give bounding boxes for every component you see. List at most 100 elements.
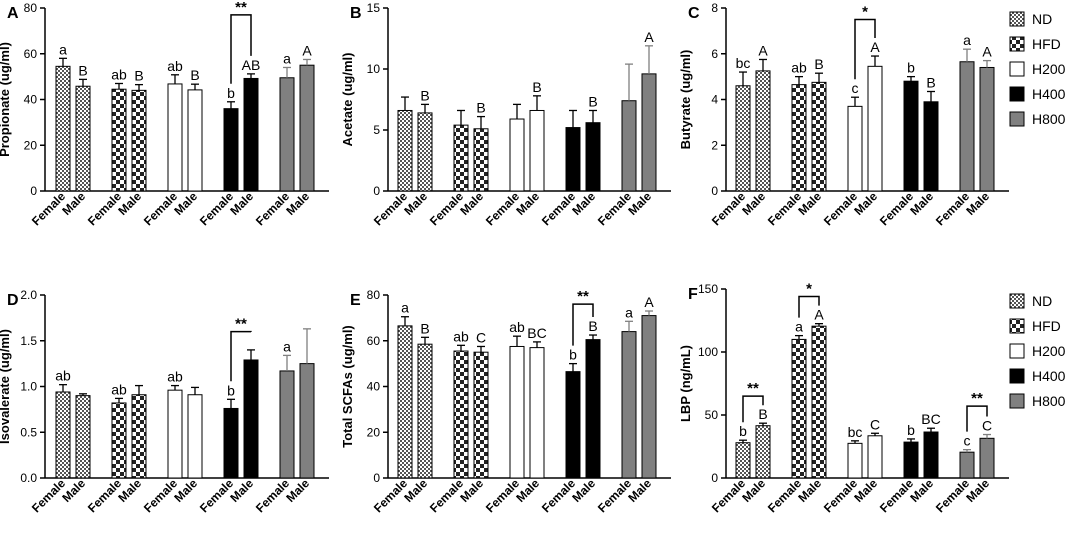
significance-label: bc bbox=[736, 55, 751, 71]
bar-hfd-female bbox=[791, 338, 807, 479]
y-tick-label: 1.5 bbox=[20, 334, 37, 348]
bar-h200-female bbox=[509, 118, 525, 192]
panel-letter: B bbox=[350, 5, 362, 22]
significance-label: B bbox=[588, 93, 597, 109]
y-tick-label: 10 bbox=[367, 62, 381, 76]
x-tick-label: Male bbox=[171, 189, 200, 218]
bar-nd-female bbox=[735, 442, 751, 479]
bar-h200-male bbox=[529, 347, 545, 479]
significance-label: B bbox=[420, 320, 429, 336]
panel-letter: F bbox=[688, 286, 698, 303]
significance-label: B bbox=[532, 79, 541, 95]
bar-h800-female bbox=[959, 451, 975, 479]
significance-stars: ** bbox=[747, 380, 759, 397]
y-axis-label: Acetate (ug/ml) bbox=[340, 53, 355, 147]
significance-label: B bbox=[926, 74, 935, 90]
legend-label: H800 bbox=[1032, 111, 1066, 127]
significance-stars: ** bbox=[577, 288, 589, 305]
bar-h200-male bbox=[529, 109, 545, 192]
legend-swatch-nd bbox=[1009, 11, 1025, 27]
x-tick-label: Male bbox=[401, 476, 430, 505]
significance-label: ab bbox=[111, 66, 127, 82]
bar-h800-male bbox=[641, 73, 657, 192]
y-tick-label: 0 bbox=[711, 471, 718, 485]
x-tick-label: Male bbox=[907, 476, 936, 505]
significance-bracket bbox=[798, 295, 820, 318]
y-tick-label: 20 bbox=[24, 138, 38, 152]
bar-h400-male bbox=[243, 77, 259, 192]
significance-label: A bbox=[758, 42, 768, 58]
x-tick-label: Male bbox=[115, 476, 144, 505]
y-axis-label: Isovalerate (ug/ml) bbox=[0, 329, 12, 444]
y-axis-label: Propionate (ug/ml) bbox=[0, 42, 12, 157]
significance-label: b bbox=[907, 60, 915, 76]
significance-label: B bbox=[78, 62, 87, 78]
significance-label: ab bbox=[509, 319, 525, 335]
x-tick-label: Male bbox=[625, 476, 654, 505]
legend-label: H200 bbox=[1032, 61, 1066, 77]
bar-nd-female bbox=[397, 325, 413, 479]
legend-bottom: ND HFD H200 H400 H800 bbox=[1009, 293, 1066, 409]
significance-label: b bbox=[227, 85, 235, 101]
significance-label: b bbox=[907, 422, 915, 438]
legend-label: H800 bbox=[1032, 393, 1066, 409]
bar-nd-male bbox=[755, 425, 771, 479]
significance-bracket bbox=[572, 303, 594, 346]
x-tick-label: Male bbox=[401, 189, 430, 218]
bar-hfd-male bbox=[811, 325, 827, 479]
bar-h200-female bbox=[509, 345, 525, 479]
x-tick-label: Male bbox=[625, 189, 654, 218]
y-tick-label: 40 bbox=[367, 380, 381, 394]
legend-label: HFD bbox=[1032, 318, 1061, 334]
x-tick-label: Male bbox=[739, 476, 768, 505]
bar-h400-female bbox=[223, 108, 239, 192]
significance-label: AB bbox=[242, 57, 261, 73]
y-tick-label: 80 bbox=[367, 288, 381, 302]
y-tick-label: 150 bbox=[698, 282, 718, 296]
panel-letter: D bbox=[7, 292, 19, 309]
x-tick-label: Male bbox=[171, 476, 200, 505]
y-tick-label: 0.0 bbox=[20, 471, 37, 485]
panel-letter: A bbox=[7, 5, 19, 22]
significance-label: c bbox=[964, 433, 971, 449]
significance-label: a bbox=[963, 32, 971, 48]
bar-nd-male bbox=[417, 343, 433, 479]
significance-label: A bbox=[302, 42, 312, 58]
significance-label: a bbox=[59, 41, 67, 57]
significance-bracket bbox=[966, 405, 988, 432]
bar-h200-female bbox=[847, 105, 863, 192]
y-tick-label: 20 bbox=[367, 425, 381, 439]
bar-nd-female bbox=[55, 391, 71, 479]
y-tick-label: 0.5 bbox=[20, 425, 37, 439]
significance-label: ab bbox=[111, 381, 127, 397]
significance-label: C bbox=[982, 418, 992, 434]
panel-letter: C bbox=[688, 5, 700, 22]
bar-h800-female bbox=[279, 370, 295, 479]
legend-label: HFD bbox=[1032, 36, 1061, 52]
significance-label: b bbox=[739, 423, 747, 439]
y-tick-label: 2 bbox=[711, 138, 718, 152]
bar-h200-female bbox=[167, 389, 183, 479]
significance-stars: ** bbox=[235, 0, 247, 16]
legend-swatch-hfd bbox=[1009, 318, 1025, 334]
bar-hfd-male bbox=[131, 394, 147, 479]
x-tick-label: Male bbox=[739, 189, 768, 218]
bar-h800-male bbox=[299, 64, 315, 192]
legend-label: ND bbox=[1032, 11, 1052, 27]
bar-hfd-male bbox=[811, 81, 827, 192]
y-axis-label: Total SCFAs (ug/ml) bbox=[340, 325, 355, 448]
significance-label: ab bbox=[791, 60, 807, 76]
panel-letter: E bbox=[350, 292, 361, 309]
legend-label: ND bbox=[1032, 293, 1052, 309]
y-tick-label: 5 bbox=[373, 123, 380, 137]
legend-top: ND HFD H200 H400 H800 bbox=[1009, 11, 1066, 127]
bar-hfd-female bbox=[453, 350, 469, 479]
bar-hfd-male bbox=[473, 351, 489, 479]
bar-h800-male bbox=[979, 66, 995, 192]
y-tick-label: 100 bbox=[698, 345, 718, 359]
significance-label: B bbox=[814, 56, 823, 72]
y-tick-label: 1.0 bbox=[20, 380, 37, 394]
legend-label: H200 bbox=[1032, 343, 1066, 359]
